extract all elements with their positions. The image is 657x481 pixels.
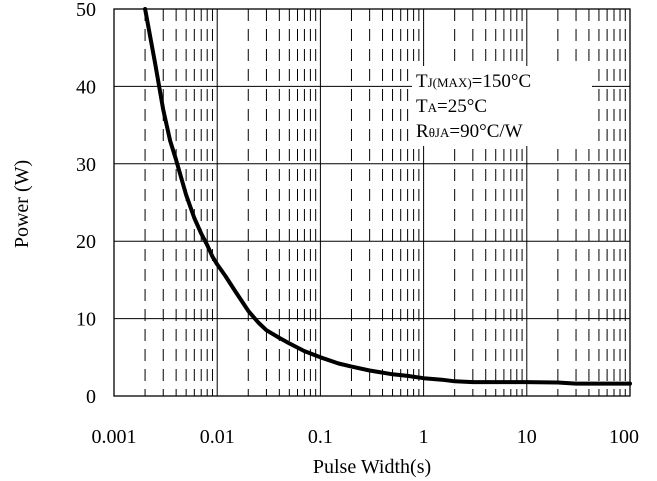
x-tick-label: 0.1: [308, 426, 333, 448]
y-tick-label: 50: [76, 0, 96, 21]
annotation-line: TJ(MAX)=150°C: [416, 71, 531, 92]
x-tick-label: 100: [609, 426, 639, 448]
power-curve: [143, 7, 632, 386]
y-tick-label: 30: [76, 154, 96, 176]
y-tick-label: 10: [76, 309, 96, 331]
y-tick-label: 20: [76, 231, 96, 253]
annotation-line: RθJA=90°C/W: [416, 121, 523, 142]
x-tick-labels: 0.001 0.01 0.1 1 10 100: [92, 426, 640, 448]
plot-frame: [113, 8, 631, 397]
y-axis-title: Power (W): [11, 160, 33, 248]
x-tick-label: 0.01: [200, 426, 235, 448]
x-axis-title: Pulse Width(s): [313, 456, 431, 478]
y-tick-labels: 0 10 20 30 40 50: [76, 0, 96, 408]
x-tick-label: 10: [517, 426, 537, 448]
annotation-box: TJ(MAX)=150°C TA=25°C RθJA=90°C/W: [412, 66, 592, 146]
x-tick-label: 1: [419, 426, 429, 448]
annotation-line: TA=25°C: [416, 96, 487, 117]
annotation-background: [412, 66, 592, 146]
y-tick-label: 0: [86, 386, 96, 408]
x-tick-label: 0.001: [92, 426, 137, 448]
y-tick-label: 40: [76, 76, 96, 98]
